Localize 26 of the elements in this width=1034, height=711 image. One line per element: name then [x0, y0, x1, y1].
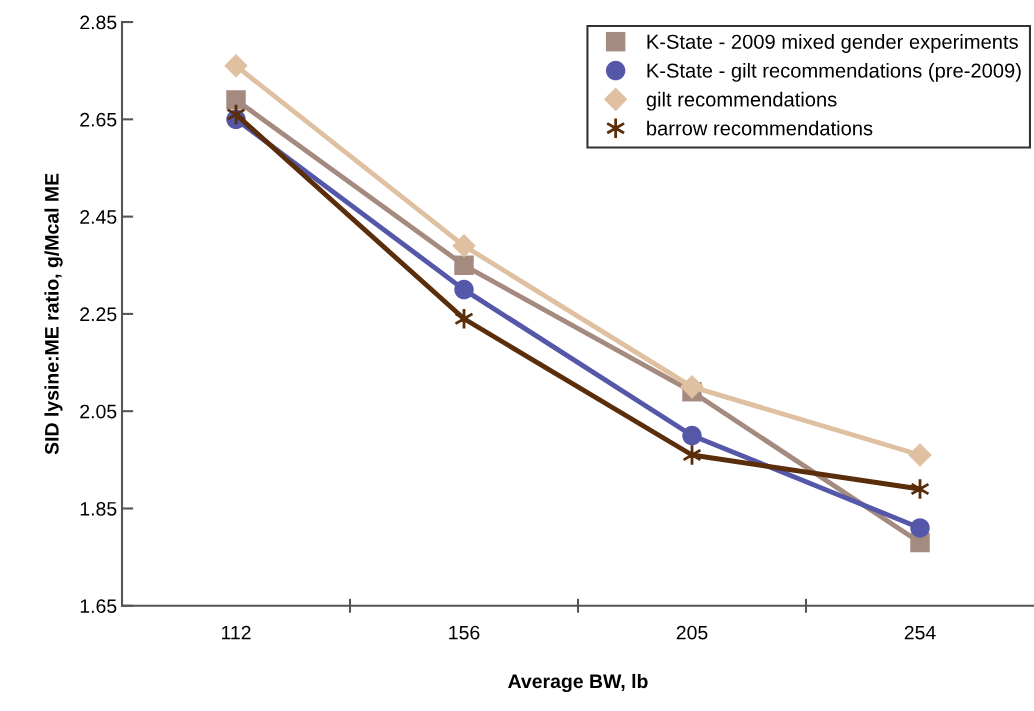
- point: [226, 90, 246, 110]
- legend-label: gilt recommendations: [646, 91, 837, 111]
- x-tick-label: 156: [449, 625, 480, 640]
- y-tick-label: 2.25: [80, 307, 117, 322]
- y-tick-label: 2.85: [80, 15, 117, 30]
- y-tick-label: 2.05: [80, 404, 117, 419]
- point: [680, 375, 704, 399]
- point: [224, 54, 248, 78]
- y-axis-title: SID lysine:ME ratio, g/Mcal ME: [44, 173, 63, 455]
- y-tick-label: 1.85: [80, 501, 117, 516]
- point: [910, 518, 930, 538]
- y-tick-label: 2.45: [80, 210, 117, 224]
- x-tick-label: 112: [221, 625, 251, 640]
- y-tick-label: 1.65: [80, 599, 117, 614]
- point: [908, 443, 932, 467]
- point: [454, 255, 474, 275]
- x-axis-title: Average BW, lb: [508, 673, 648, 693]
- legend-label: K-State - 2009 mixed gender experiments: [647, 34, 1018, 53]
- x-tick-label: 254: [904, 625, 936, 640]
- point: [454, 279, 474, 300]
- point: [452, 234, 476, 258]
- point: [682, 425, 702, 446]
- y-tick-label: 2.65: [80, 112, 117, 127]
- x-tick-label: 205: [676, 625, 708, 640]
- legend-label: barrow recommendations: [647, 120, 873, 136]
- legend-label: K-State - gilt recommendations (pre-2009): [647, 62, 1021, 82]
